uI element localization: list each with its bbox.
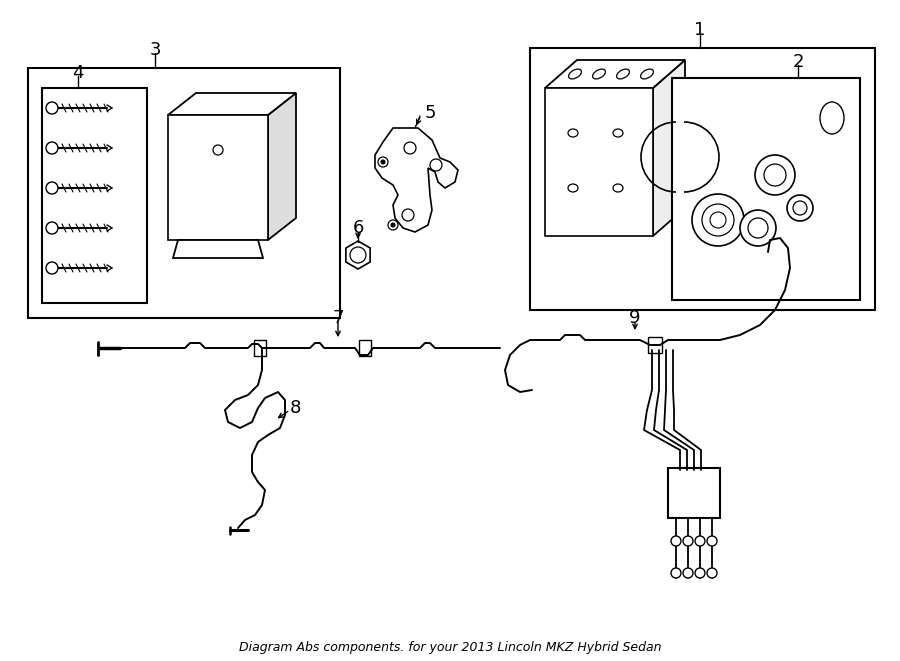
Polygon shape	[173, 240, 263, 258]
Ellipse shape	[568, 129, 578, 137]
Text: 2: 2	[792, 53, 804, 71]
Circle shape	[764, 164, 786, 186]
Bar	[668, 468, 720, 518]
Circle shape	[46, 222, 58, 234]
Circle shape	[213, 145, 223, 155]
Circle shape	[748, 218, 768, 238]
Circle shape	[683, 568, 693, 578]
Ellipse shape	[569, 69, 581, 79]
Circle shape	[430, 159, 442, 171]
Ellipse shape	[613, 184, 623, 192]
Circle shape	[404, 142, 416, 154]
Text: 9: 9	[629, 309, 641, 327]
Polygon shape	[168, 93, 296, 115]
Circle shape	[378, 157, 388, 167]
Text: 4: 4	[72, 64, 84, 82]
Circle shape	[793, 201, 807, 215]
Circle shape	[692, 194, 744, 246]
Circle shape	[707, 568, 717, 578]
Text: 3: 3	[149, 41, 161, 59]
Polygon shape	[545, 60, 685, 88]
Bar	[545, 88, 653, 236]
Ellipse shape	[592, 69, 606, 79]
Text: 7: 7	[332, 309, 344, 327]
Polygon shape	[346, 241, 370, 269]
Ellipse shape	[616, 69, 629, 79]
Bar	[254, 340, 266, 356]
Circle shape	[787, 195, 813, 221]
Text: 1: 1	[694, 21, 706, 39]
Circle shape	[710, 212, 726, 228]
Text: 5: 5	[424, 104, 436, 122]
Text: 8: 8	[289, 399, 301, 417]
Circle shape	[46, 262, 58, 274]
Ellipse shape	[641, 69, 653, 79]
Bar	[168, 115, 268, 240]
Circle shape	[702, 204, 734, 236]
Ellipse shape	[820, 102, 844, 134]
Circle shape	[388, 220, 398, 230]
Circle shape	[671, 568, 681, 578]
Polygon shape	[375, 128, 458, 232]
Bar	[28, 68, 340, 318]
Circle shape	[740, 210, 776, 246]
Circle shape	[695, 568, 705, 578]
Circle shape	[695, 536, 705, 546]
Circle shape	[46, 182, 58, 194]
Bar	[672, 78, 860, 300]
Text: Diagram Abs components. for your 2013 Lincoln MKZ Hybrid Sedan: Diagram Abs components. for your 2013 Li…	[238, 641, 662, 654]
Polygon shape	[653, 60, 685, 236]
Circle shape	[707, 536, 717, 546]
Bar	[530, 48, 875, 310]
Bar	[42, 88, 147, 303]
Circle shape	[755, 155, 795, 195]
Circle shape	[381, 160, 385, 164]
Text: 6: 6	[352, 219, 364, 237]
Circle shape	[402, 209, 414, 221]
Ellipse shape	[568, 184, 578, 192]
Circle shape	[46, 102, 58, 114]
Ellipse shape	[613, 129, 623, 137]
Circle shape	[683, 536, 693, 546]
Circle shape	[350, 247, 366, 263]
Bar	[359, 340, 371, 356]
Circle shape	[391, 223, 395, 227]
Circle shape	[671, 536, 681, 546]
Circle shape	[46, 142, 58, 154]
Polygon shape	[268, 93, 296, 240]
Bar	[648, 337, 662, 353]
